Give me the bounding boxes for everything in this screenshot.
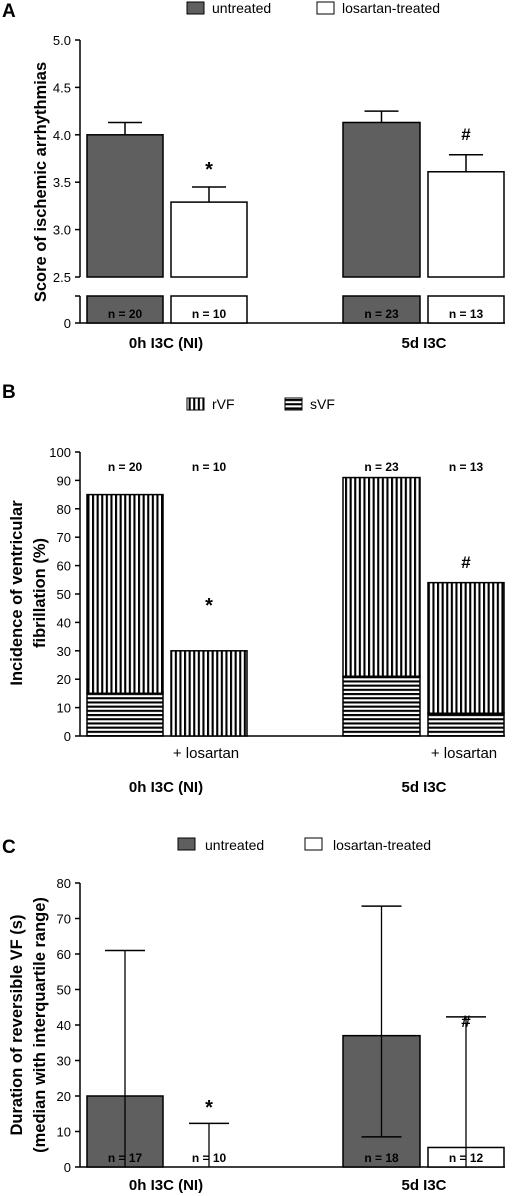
y-tick-label-b: 50: [57, 587, 71, 602]
legend-swatch-rvf: [186, 397, 205, 411]
y-tick-label-b: 30: [57, 644, 71, 659]
n-label-c: n = 18: [364, 1151, 399, 1165]
y-tick-label-c: 10: [57, 1125, 71, 1140]
panel-label-b: B: [2, 382, 16, 403]
significance-c-hash: #: [461, 1012, 471, 1031]
y-axis-label-b-line1: Incidence of ventricular: [8, 500, 26, 686]
y-axis-label-a: Score of ischemic arrhythmias: [32, 62, 50, 302]
bar-a-base-losartan-treated: [170, 295, 248, 324]
group-label-c: 0h I3C (NI): [129, 1177, 203, 1194]
bar-a-losartan-treated: [170, 201, 248, 278]
bar-a-base-untreated: [342, 295, 421, 324]
legend-label-svf: sVF: [310, 396, 335, 412]
legend-label-untreated: untreated: [205, 837, 264, 853]
y-tick-label-c: 30: [57, 1054, 71, 1069]
y-tick-label-b: 40: [57, 615, 71, 630]
y-tick-label-b: 90: [57, 473, 71, 488]
group-label-a: 0h I3C (NI): [129, 335, 203, 352]
y-tick-label-b: 100: [49, 445, 71, 460]
y-tick-label-a: 2.5: [53, 270, 71, 285]
y-tick-label-c: 20: [57, 1089, 71, 1104]
legend-swatch-treated: [316, 1, 335, 15]
bar-b-rvf: [427, 581, 505, 715]
y-tick-label-b: 0: [64, 729, 71, 744]
y-tick-label-a-zero: 0: [64, 316, 71, 331]
sublabel-b: + losartan: [431, 745, 497, 762]
panel-label-c: C: [2, 837, 16, 858]
group-label-a: 5d I3C: [401, 335, 446, 352]
y-tick-label-b: 10: [57, 701, 71, 716]
significance-b-hash: #: [461, 553, 471, 572]
bar-a-base-untreated: [86, 295, 164, 324]
legend-label-untreated: untreated: [212, 0, 271, 16]
group-label-b: 0h I3C (NI): [129, 779, 203, 796]
y-tick-label-c: 80: [57, 876, 71, 891]
n-label-b: n = 20: [108, 460, 143, 474]
bar-a-untreated: [86, 134, 164, 278]
significance-a-hash: #: [461, 125, 471, 144]
sublabel-b: + losartan: [173, 745, 239, 762]
y-tick-label-b: 60: [57, 559, 71, 574]
legend-label-treated: losartan-treated: [333, 837, 431, 853]
panel-label-a: A: [2, 1, 16, 22]
legend-label-rvf: rVF: [212, 396, 235, 412]
legend-swatch-untreated: [186, 1, 205, 15]
y-tick-label-c: 70: [57, 912, 71, 927]
n-label-b: n = 10: [192, 460, 227, 474]
legend-swatch-svf: [284, 397, 303, 411]
y-tick-label-a: 4.5: [53, 80, 71, 95]
y-tick-label-a: 3.5: [53, 175, 71, 190]
bar-a-untreated: [342, 121, 421, 278]
bar-b-rvf: [170, 650, 248, 737]
bar-b-rvf: [86, 493, 164, 695]
bar-b-svf: [86, 692, 164, 737]
n-label-a: n = 23: [364, 307, 399, 321]
y-axis-label-b-line2: fibrillation (%): [31, 538, 49, 648]
bar-b-rvf: [342, 476, 421, 678]
bar-b-svf: [342, 675, 421, 737]
legend-swatch-treated: [304, 837, 323, 851]
y-tick-label-a: 5.0: [53, 33, 71, 48]
y-tick-label-c: 60: [57, 947, 71, 962]
bar-b-svf: [427, 712, 505, 737]
n-label-a: n = 10: [192, 307, 227, 321]
significance-b-star: *: [205, 595, 213, 617]
n-label-c: n = 17: [108, 1151, 143, 1165]
n-label-a: n = 20: [108, 307, 143, 321]
y-tick-label-c: 0: [64, 1160, 71, 1175]
y-tick-label-b: 70: [57, 530, 71, 545]
y-tick-label-b: 20: [57, 672, 71, 687]
bar-a-losartan-treated: [427, 171, 505, 278]
n-label-c: n = 10: [192, 1151, 227, 1165]
y-tick-label-c: 40: [57, 1018, 71, 1033]
legend-label-treated: losartan-treated: [342, 0, 440, 16]
n-label-b: n = 13: [449, 460, 484, 474]
y-tick-label-b: 80: [57, 502, 71, 517]
significance-c-star: *: [205, 1097, 213, 1119]
group-label-b: 5d I3C: [401, 779, 446, 796]
y-axis-label-c-line2: (median with interquartile range): [31, 897, 49, 1153]
y-tick-label-a: 3.0: [53, 223, 71, 238]
group-label-c: 5d I3C: [401, 1177, 446, 1194]
y-axis-label-c-line1: Duration of reversible VF (s): [8, 915, 26, 1136]
n-label-b: n = 23: [364, 460, 399, 474]
n-label-a: n = 13: [449, 307, 484, 321]
y-tick-label-c: 50: [57, 983, 71, 998]
significance-a-star: *: [205, 159, 213, 181]
bar-a-base-losartan-treated: [427, 295, 505, 324]
y-tick-label-a: 4.0: [53, 128, 71, 143]
legend-swatch-untreated: [177, 837, 196, 851]
n-label-c: n = 12: [449, 1151, 484, 1165]
